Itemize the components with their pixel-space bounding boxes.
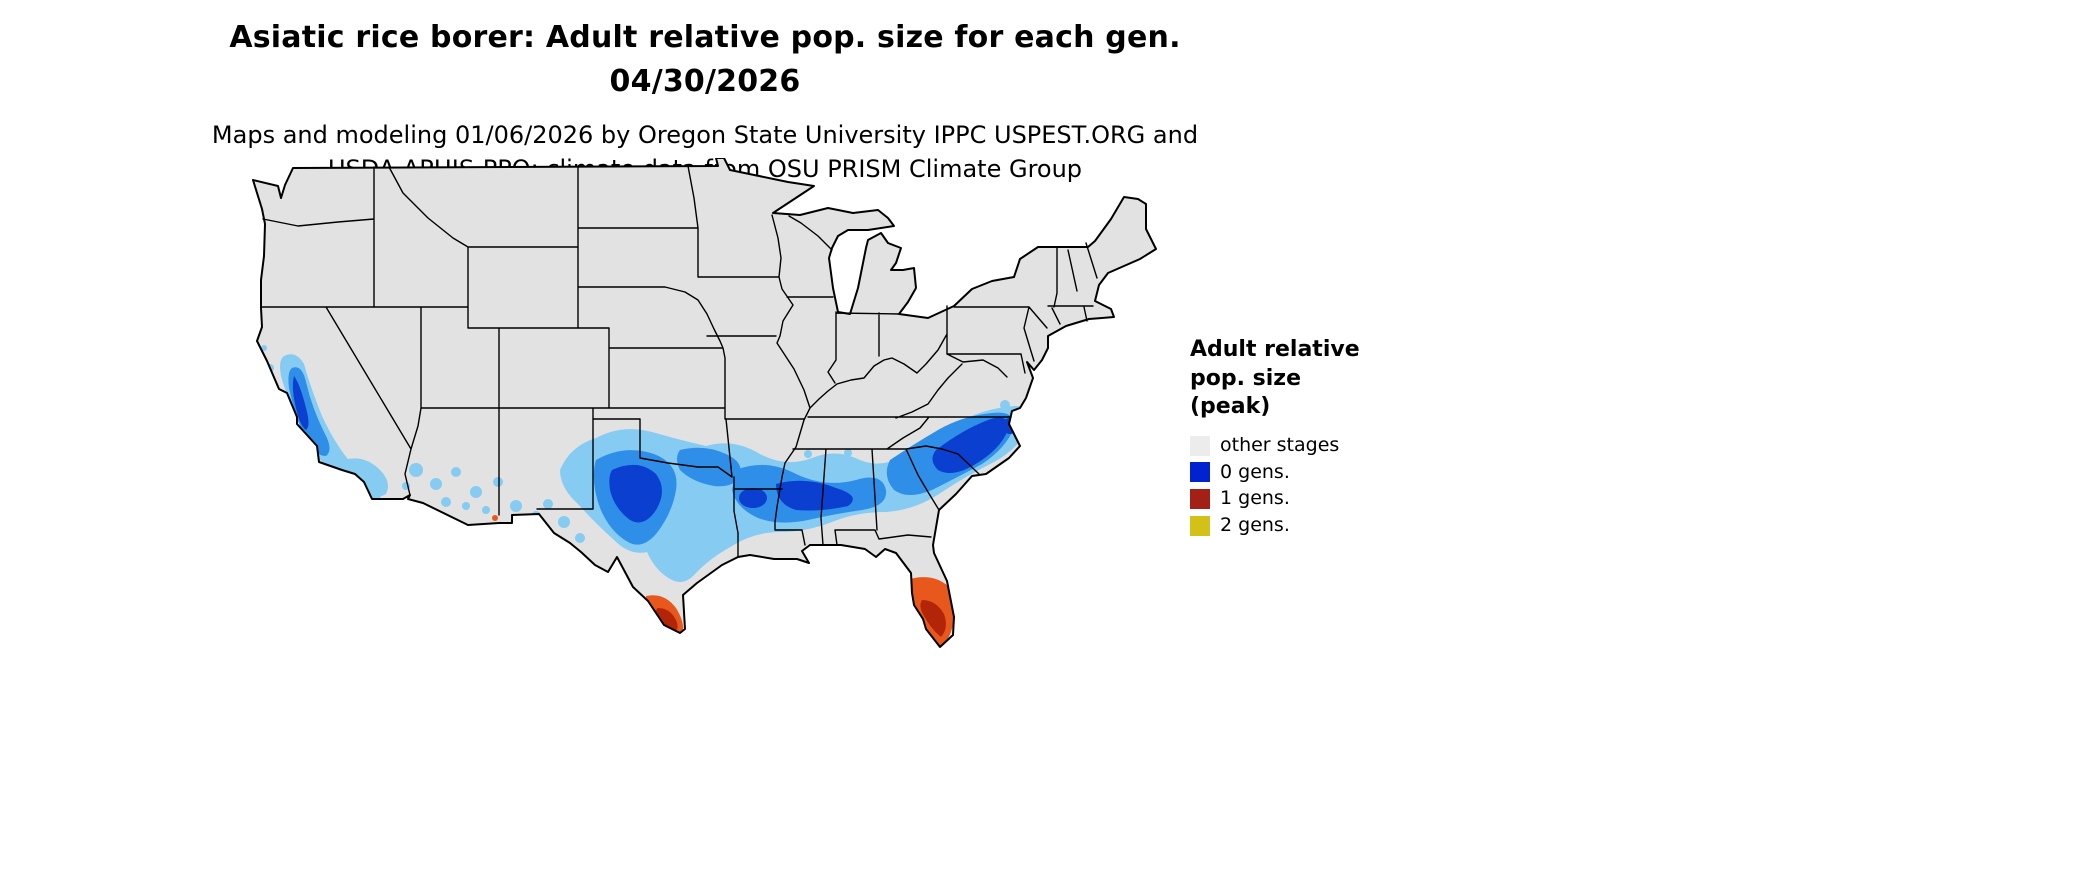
legend-item-label: 2 gens. [1220,514,1290,537]
legend: Adult relative pop. size (peak) other stag… [1190,336,1390,541]
legend-item: 0 gens. [1190,461,1390,485]
title-line-1: Asiatic rice borer: Adult relative pop. … [229,20,1181,55]
legend-swatch [1190,515,1210,536]
zone-0-gens [261,345,1030,582]
legend-item-label: other stages [1220,433,1340,456]
legend-list: other stages 0 gens. 1 gens. 2 gens. [1190,434,1390,538]
us-landmass [253,158,1156,647]
legend-item-label: 0 gens. [1220,460,1290,483]
legend-item: other stages [1190,434,1390,458]
population-overlay [261,345,1030,647]
zone-1-gens [492,515,955,647]
legend-item: 2 gens. [1190,514,1390,538]
legend-swatch [1190,489,1210,510]
subtitle-line-1: Maps and modeling 01/06/2026 by Oregon S… [211,121,1199,149]
legend-swatch [1190,462,1210,483]
us-choropleth-map [252,158,1157,648]
legend-swatch [1190,435,1210,456]
page-title: Asiatic rice borer: Adult relative pop. … [0,16,1410,103]
state-borders [260,165,1098,558]
us-outline [252,158,1157,648]
title-date: 04/30/2026 [609,63,801,99]
legend-title: Adult relative pop. size (peak) [1190,337,1360,420]
legend-item-label: 1 gens. [1220,487,1290,510]
legend-item: 1 gens. [1190,487,1390,511]
